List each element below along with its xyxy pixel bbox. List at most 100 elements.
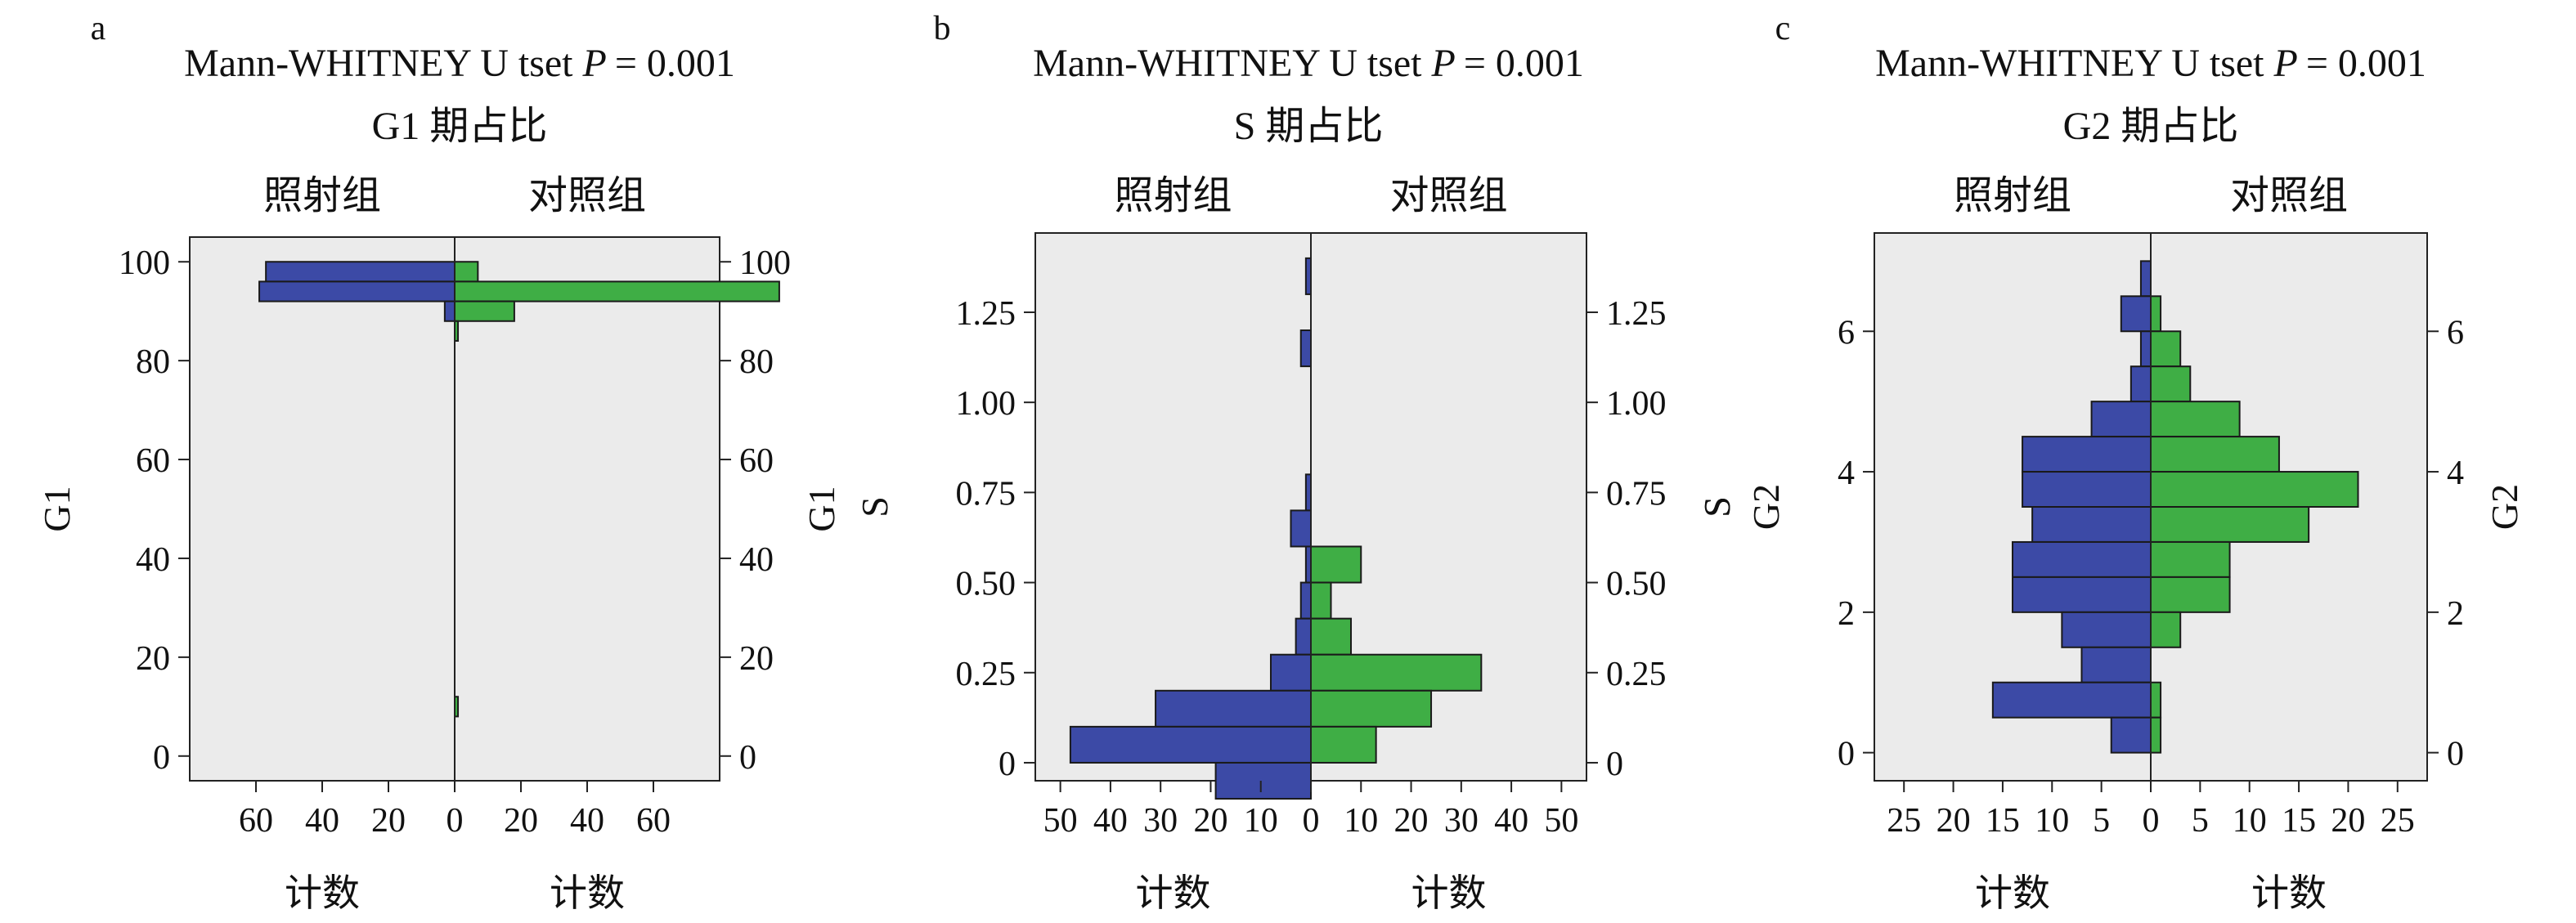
x-tick-label: 15 bbox=[2282, 802, 2316, 840]
x-tick-label: 0 bbox=[1303, 802, 1320, 840]
x-tick-label: 5 bbox=[2192, 802, 2209, 840]
irradiated-bar bbox=[2090, 401, 2152, 438]
irradiated-bar bbox=[2012, 540, 2152, 578]
x-tick-label: 15 bbox=[1986, 802, 2020, 840]
y-tick-label-left: 1.25 bbox=[956, 295, 1016, 333]
y-tick-label-right: 0 bbox=[1606, 746, 1623, 783]
y-tick-label-right: 1.00 bbox=[1606, 385, 1667, 423]
x-axis-label-left: 计数 bbox=[285, 872, 360, 914]
x-tick-label: 40 bbox=[1093, 802, 1128, 840]
control-bar bbox=[454, 261, 479, 283]
x-tick-label: 25 bbox=[2381, 802, 2415, 840]
control-bar bbox=[1310, 581, 1332, 620]
irradiated-bar bbox=[1155, 689, 1313, 728]
x-tick-label: 20 bbox=[1394, 802, 1429, 840]
control-bar bbox=[2150, 471, 2359, 508]
x-tick-label: 30 bbox=[1444, 802, 1479, 840]
chart-title: Mann-WHITNEY U tset P = 0.001 bbox=[1033, 42, 1584, 85]
x-axis-label-right: 计数 bbox=[1411, 872, 1487, 914]
irradiated-bar bbox=[1295, 617, 1312, 656]
title-p-value: = 0.001 bbox=[615, 42, 735, 85]
y-tick-label-right: 100 bbox=[739, 244, 791, 282]
chart-title: Mann-WHITNEY U tset P = 0.001 bbox=[184, 42, 735, 85]
y-axis-label-left: S bbox=[854, 496, 895, 518]
title-p-letter: P bbox=[582, 42, 607, 85]
x-tick-label: 50 bbox=[1544, 802, 1578, 840]
control-bar bbox=[2150, 401, 2241, 438]
group-label-control: 对照组 bbox=[2230, 174, 2348, 217]
x-tick-label: 20 bbox=[1936, 802, 1971, 840]
x-tick-label: 20 bbox=[371, 802, 406, 840]
x-tick-label: 20 bbox=[1193, 802, 1227, 840]
x-tick-label: 40 bbox=[570, 802, 604, 840]
y-tick-label-left: 40 bbox=[136, 541, 170, 579]
irradiated-bar bbox=[1299, 581, 1313, 620]
irradiated-bar bbox=[2031, 506, 2152, 543]
irradiated-bar bbox=[2139, 330, 2152, 368]
control-bar bbox=[2150, 611, 2182, 648]
x-tick-label: 25 bbox=[1887, 802, 1921, 840]
y-axis-label-left: G2 bbox=[1745, 484, 1787, 530]
y-tick-label-left: 0.50 bbox=[956, 566, 1016, 603]
y-tick-label-left: 2 bbox=[1838, 595, 1855, 633]
control-bar bbox=[2150, 436, 2280, 473]
x-axis-label-left: 计数 bbox=[1136, 872, 1211, 914]
group-label-irradiated: 照射组 bbox=[1954, 174, 2071, 217]
y-tick-label-left: 6 bbox=[1838, 314, 1855, 352]
chart-subtitle: G1 期占比 bbox=[372, 105, 548, 148]
irradiated-bar bbox=[1269, 653, 1312, 692]
irradiated-bar bbox=[1214, 761, 1312, 800]
panel-label: a bbox=[91, 10, 106, 47]
x-tick-label: 0 bbox=[2143, 802, 2160, 840]
chart-subtitle: S 期占比 bbox=[1234, 105, 1384, 148]
group-label-irradiated: 照射组 bbox=[1114, 174, 1232, 217]
panel-label: b bbox=[934, 10, 951, 47]
x-tick-label: 40 bbox=[1494, 802, 1528, 840]
irradiated-bar bbox=[2022, 436, 2152, 473]
y-axis-label-extra: S bbox=[1696, 496, 1738, 518]
panel-label: c bbox=[1775, 10, 1791, 47]
title-p-value: = 0.001 bbox=[1464, 42, 1584, 85]
control-bar bbox=[2150, 295, 2162, 333]
y-tick-label-right: 0 bbox=[739, 739, 756, 777]
x-tick-label: 10 bbox=[2233, 802, 2267, 840]
x-tick-label: 20 bbox=[504, 802, 538, 840]
control-bar bbox=[2150, 330, 2182, 368]
x-tick-label: 20 bbox=[2331, 802, 2365, 840]
title-p-letter: P bbox=[2273, 42, 2298, 85]
title-test-name: Mann-WHITNEY U tset bbox=[1033, 42, 1422, 85]
y-axis-label-right: S bbox=[1696, 496, 1738, 518]
y-tick-label-left: 60 bbox=[136, 442, 170, 480]
y-tick-label-right: 6 bbox=[2447, 314, 2464, 352]
x-tick-label: 5 bbox=[2093, 802, 2110, 840]
y-tick-label-left: 0 bbox=[153, 739, 170, 777]
y-tick-label-left: 1.00 bbox=[956, 385, 1016, 423]
irradiated-bar bbox=[2139, 260, 2152, 298]
y-tick-label-right: 20 bbox=[739, 640, 774, 678]
title-p-value: = 0.001 bbox=[2306, 42, 2426, 85]
irradiated-bar bbox=[258, 280, 456, 302]
irradiated-bar bbox=[2110, 716, 2152, 754]
y-tick-label-right: 0.50 bbox=[1606, 566, 1667, 603]
control-bar bbox=[2150, 716, 2162, 754]
x-axis-label-right: 计数 bbox=[2251, 872, 2327, 914]
y-tick-label-left: 0 bbox=[999, 746, 1016, 783]
panel-b: 0 0 0.25 0.25 0.50 0.50 0.75 0.75 1.00 1.00 1.25 1.… bbox=[854, 10, 1738, 914]
x-tick-label: 10 bbox=[2035, 802, 2069, 840]
control-bar bbox=[1310, 545, 1362, 584]
y-tick-label-left: 100 bbox=[119, 244, 170, 282]
title-test-name: Mann-WHITNEY U tset bbox=[1875, 42, 2264, 85]
irradiated-bar bbox=[2129, 365, 2152, 403]
title-p-letter: P bbox=[1431, 42, 1456, 85]
irradiated-bar bbox=[1290, 509, 1313, 548]
control-bar bbox=[2150, 540, 2231, 578]
irradiated-bar bbox=[1299, 329, 1313, 368]
y-axis-label-right: G2 bbox=[2484, 484, 2525, 530]
y-tick-label-left: 0.25 bbox=[956, 656, 1016, 693]
irradiated-bar bbox=[2080, 646, 2152, 683]
control-bar bbox=[1310, 617, 1353, 656]
irradiated-bar bbox=[1069, 725, 1312, 764]
group-label-control: 对照组 bbox=[1389, 174, 1507, 217]
